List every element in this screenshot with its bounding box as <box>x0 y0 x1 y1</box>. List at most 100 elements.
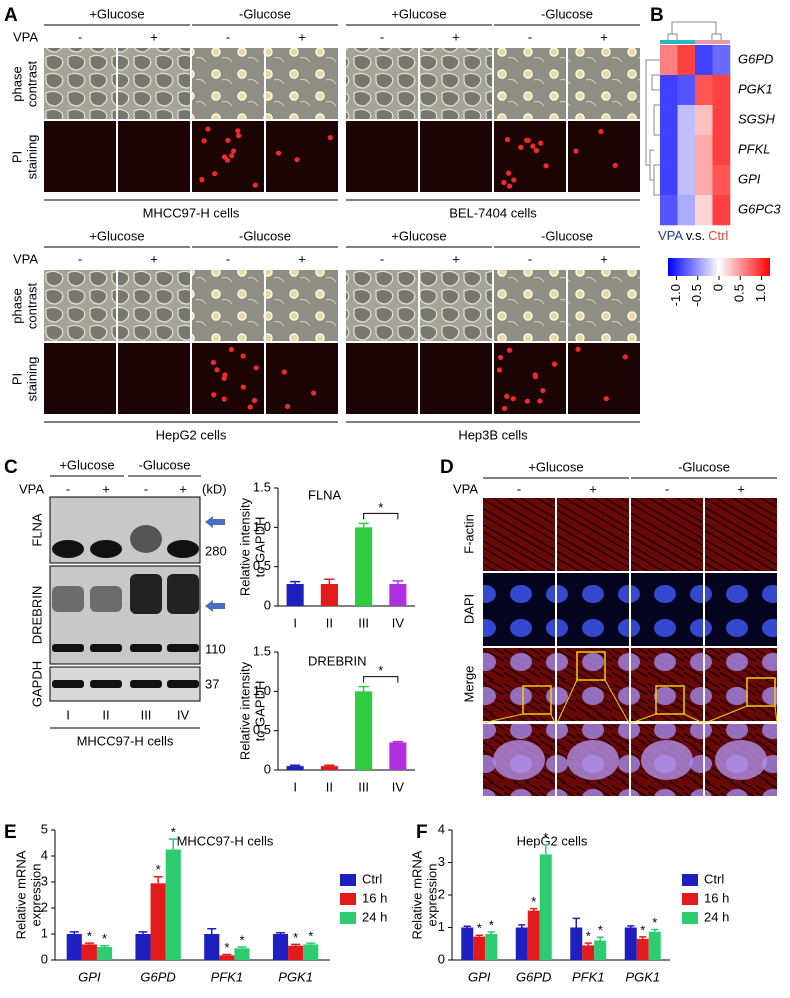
bar <box>165 849 181 960</box>
pi-image <box>118 121 190 192</box>
fluorescence-image <box>557 498 629 571</box>
pi-dot <box>221 396 227 402</box>
bar <box>286 766 304 770</box>
pi-image <box>192 343 264 414</box>
y-axis-label: Relative intensity <box>237 661 252 760</box>
y-tick-label: 1.5 <box>253 643 271 658</box>
pi-dot <box>501 179 507 186</box>
bar <box>96 947 113 960</box>
treatment-state: + <box>452 29 460 44</box>
treatment-state: + <box>737 481 745 496</box>
row-label: PGK1 <box>738 81 773 96</box>
condition-label: -Glucose <box>541 228 593 243</box>
condition-label: +Glucose <box>391 228 446 243</box>
heatmap-cell <box>712 45 731 76</box>
pi-dot <box>501 405 508 412</box>
treatment-state: - <box>528 29 532 44</box>
pi-dot <box>543 163 549 169</box>
colorbar-tick-label: 1.0 <box>753 284 768 302</box>
pi-dot <box>225 137 231 143</box>
row-label: PI <box>9 373 24 385</box>
legend-label: 16 h <box>704 890 729 905</box>
heatmap-cell <box>712 195 731 226</box>
heatmap-cell <box>677 45 696 76</box>
bar <box>389 742 407 770</box>
error-bar <box>153 876 163 884</box>
row-label: phase <box>9 288 24 323</box>
legend-swatch <box>682 893 698 905</box>
y-tick-label: 0 <box>264 597 271 612</box>
pi-dot <box>247 404 253 410</box>
error-bar <box>306 942 316 945</box>
treatment-state: - <box>380 29 384 44</box>
zoom-line <box>482 713 556 724</box>
fluorescence-image <box>557 573 629 646</box>
pi-dot <box>603 396 609 402</box>
error-bar <box>324 578 335 584</box>
heatmap-cell <box>677 195 696 226</box>
error-bar <box>596 936 604 941</box>
y-axis-label: Relative intensity <box>237 497 252 596</box>
bar <box>219 955 235 960</box>
condition-label: -Glucose <box>239 228 291 243</box>
error-bar <box>168 838 178 850</box>
pi-image <box>346 121 418 192</box>
significance-label: * <box>156 862 161 877</box>
condition-label: +Glucose <box>391 6 446 21</box>
x-tick-label: PFK1 <box>211 969 244 984</box>
chart-title: HepG2 cells <box>517 833 588 848</box>
legend-label: 24 h <box>362 909 387 924</box>
protein-label: FLNA <box>29 513 44 547</box>
error-bar <box>69 931 79 934</box>
chart-title: MHCC97-H cells <box>177 833 274 848</box>
treatment-state: - <box>380 251 384 266</box>
row-label: contrast <box>24 282 39 329</box>
pi-dot <box>510 396 516 402</box>
zoom-box <box>655 685 685 715</box>
row-label: SGSH <box>738 111 775 126</box>
zoom-line <box>704 705 778 724</box>
error-bar <box>572 917 580 928</box>
panel-label: D <box>440 457 454 478</box>
group-separator: v.s. <box>686 228 705 243</box>
bar <box>570 927 583 960</box>
significance-label: * <box>378 663 383 678</box>
treatment-label: VPA <box>13 251 38 266</box>
heatmap-cell <box>695 105 713 136</box>
treatment-state: - <box>144 481 148 496</box>
bar <box>461 927 474 960</box>
panel-label: C <box>4 457 18 478</box>
cell-line-label: Hep3B cells <box>458 427 528 442</box>
phase-image <box>44 48 116 119</box>
phase-image <box>420 48 492 119</box>
fluorescence-image <box>483 648 555 721</box>
phase-image <box>192 270 264 341</box>
x-tick-label: PFK1 <box>572 969 605 984</box>
blot-band <box>167 680 199 688</box>
y-tick-label: 5 <box>41 821 48 836</box>
bar <box>389 583 407 606</box>
phase-image <box>346 270 418 341</box>
fluorescence-image <box>631 498 703 571</box>
blot-band <box>130 525 162 553</box>
heatmap-cell <box>660 45 678 76</box>
error-bar <box>275 931 286 934</box>
significance-label: * <box>652 915 657 930</box>
x-tick-label: GPI <box>78 969 101 984</box>
bar <box>286 583 304 606</box>
zoom-nucleus <box>715 740 767 780</box>
significance-bracket <box>363 512 399 520</box>
pi-dot <box>201 138 207 144</box>
panel-label: B <box>650 5 664 26</box>
bar <box>355 527 373 606</box>
y-axis-label: Relative mRNA <box>409 850 424 939</box>
bar <box>288 945 304 960</box>
blot-band <box>90 644 122 652</box>
phase-image <box>266 48 338 119</box>
error-bar <box>530 907 538 911</box>
error-bar <box>392 740 404 743</box>
significance-label: * <box>87 929 92 944</box>
pi-dot <box>506 347 513 353</box>
significance-bracket <box>363 676 399 683</box>
treatment-state: + <box>600 251 608 266</box>
